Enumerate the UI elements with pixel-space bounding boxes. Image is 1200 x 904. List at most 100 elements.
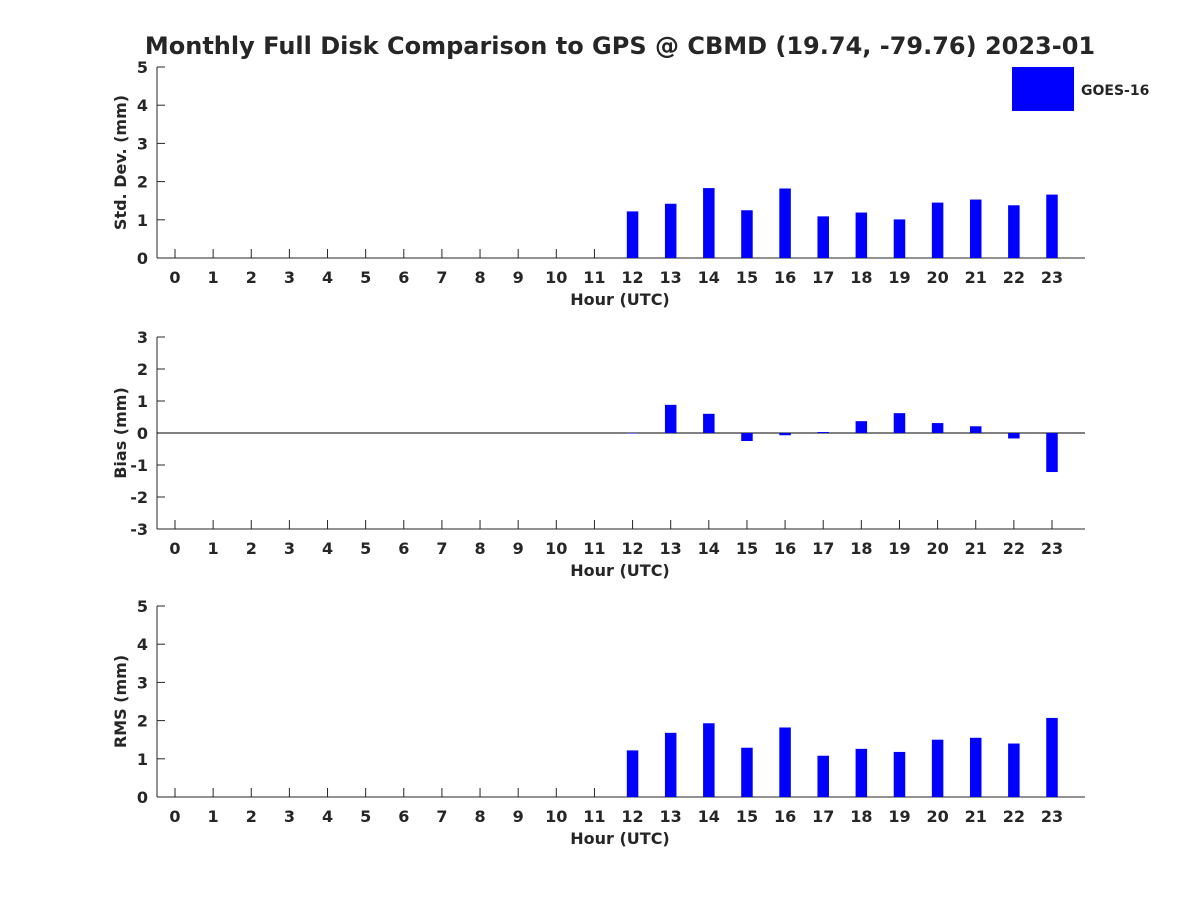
x-tick-label: 1	[208, 268, 219, 287]
x-tick-label: 18	[850, 268, 872, 287]
x-tick-label: 20	[926, 807, 948, 826]
x-tick-label: 22	[1003, 539, 1025, 558]
x-tick-label: 18	[850, 807, 872, 826]
y-tick-label: 2	[137, 360, 148, 379]
x-tick-label: 11	[583, 807, 605, 826]
bar-hour-14	[703, 413, 715, 433]
x-tick-label: 9	[513, 268, 524, 287]
x-tick-label: 9	[513, 807, 524, 826]
x-tick-label: 18	[850, 539, 872, 558]
x-tick-label: 21	[965, 539, 987, 558]
y-axis-label: Bias (mm)	[111, 387, 130, 479]
bar-hour-17	[817, 216, 829, 258]
x-tick-label: 21	[965, 807, 987, 826]
x-tick-label: 11	[583, 268, 605, 287]
x-tick-label: 13	[660, 268, 682, 287]
x-axis-label: Hour (UTC)	[570, 561, 670, 580]
y-tick-label: 4	[137, 635, 148, 654]
x-tick-label: 16	[774, 268, 796, 287]
x-tick-label: 0	[169, 268, 180, 287]
x-tick-label: 13	[660, 807, 682, 826]
y-tick-label: -1	[130, 456, 148, 475]
bar-hour-16	[779, 727, 791, 797]
x-tick-label: 3	[284, 807, 295, 826]
y-tick-label: 5	[137, 58, 148, 77]
bar-hour-19	[893, 413, 906, 433]
bar-hour-18	[855, 212, 868, 258]
y-tick-label: 1	[137, 392, 148, 411]
bar-hour-23	[1046, 194, 1058, 258]
y-axis-label: Std. Dev. (mm)	[111, 95, 130, 230]
x-tick-label: 4	[322, 807, 333, 826]
x-tick-label: 22	[1003, 268, 1025, 287]
y-tick-label: 5	[137, 597, 148, 616]
x-tick-label: 17	[812, 539, 834, 558]
y-tick-label: 1	[137, 211, 148, 230]
x-tick-label: 19	[888, 268, 910, 287]
bar-hour-22	[1008, 205, 1020, 258]
x-tick-label: 2	[246, 268, 257, 287]
x-tick-label: 12	[621, 268, 643, 287]
x-tick-label: 5	[360, 807, 371, 826]
x-tick-label: 14	[698, 807, 720, 826]
x-tick-label: 10	[545, 539, 567, 558]
bar-hour-15	[741, 747, 753, 797]
x-tick-label: 9	[513, 539, 524, 558]
x-tick-label: 15	[736, 807, 758, 826]
bar-hour-15	[741, 433, 753, 441]
x-tick-label: 21	[965, 268, 987, 287]
x-tick-label: 17	[812, 268, 834, 287]
y-tick-label: 3	[137, 328, 148, 347]
x-tick-label: 15	[736, 268, 758, 287]
x-tick-label: 4	[322, 268, 333, 287]
bar-hour-14	[703, 188, 715, 258]
x-tick-label: 4	[322, 539, 333, 558]
x-tick-label: 14	[698, 539, 720, 558]
x-tick-label: 7	[436, 268, 447, 287]
x-tick-label: 2	[246, 539, 257, 558]
x-tick-label: 14	[698, 268, 720, 287]
x-tick-label: 1	[208, 807, 219, 826]
x-tick-label: 5	[360, 268, 371, 287]
y-tick-label: 2	[137, 173, 148, 192]
x-tick-label: 3	[284, 268, 295, 287]
x-tick-label: 7	[436, 807, 447, 826]
bar-hour-20	[931, 739, 944, 797]
x-tick-label: 20	[926, 539, 948, 558]
y-tick-label: 3	[137, 673, 148, 692]
x-tick-label: 23	[1041, 539, 1063, 558]
bar-hour-15	[741, 210, 753, 258]
x-tick-label: 11	[583, 539, 605, 558]
bar-hour-17	[817, 755, 829, 797]
y-axis-label: RMS (mm)	[111, 655, 130, 748]
bar-hour-21	[969, 199, 982, 258]
bar-hour-21	[969, 426, 982, 433]
x-tick-label: 5	[360, 539, 371, 558]
bar-hour-14	[703, 723, 715, 797]
x-tick-label: 13	[660, 539, 682, 558]
bar-hour-22	[1008, 743, 1020, 797]
bar-hour-13	[664, 404, 677, 433]
y-tick-label: 4	[137, 96, 148, 115]
x-tick-label: 16	[774, 807, 796, 826]
x-tick-label: 10	[545, 807, 567, 826]
x-tick-label: 16	[774, 539, 796, 558]
x-axis-label: Hour (UTC)	[570, 829, 670, 848]
bar-hour-20	[931, 202, 944, 258]
bar-hour-23	[1046, 433, 1058, 473]
bar-hour-12	[626, 211, 639, 258]
x-tick-label: 6	[398, 539, 409, 558]
x-tick-label: 10	[545, 268, 567, 287]
x-tick-label: 19	[888, 539, 910, 558]
bar-hour-19	[893, 751, 906, 797]
x-tick-label: 20	[926, 268, 948, 287]
y-tick-label: 0	[137, 788, 148, 807]
y-tick-label: 0	[137, 249, 148, 268]
y-tick-label: 3	[137, 134, 148, 153]
x-tick-label: 15	[736, 539, 758, 558]
chart-legend: GOES-16	[1012, 67, 1149, 111]
